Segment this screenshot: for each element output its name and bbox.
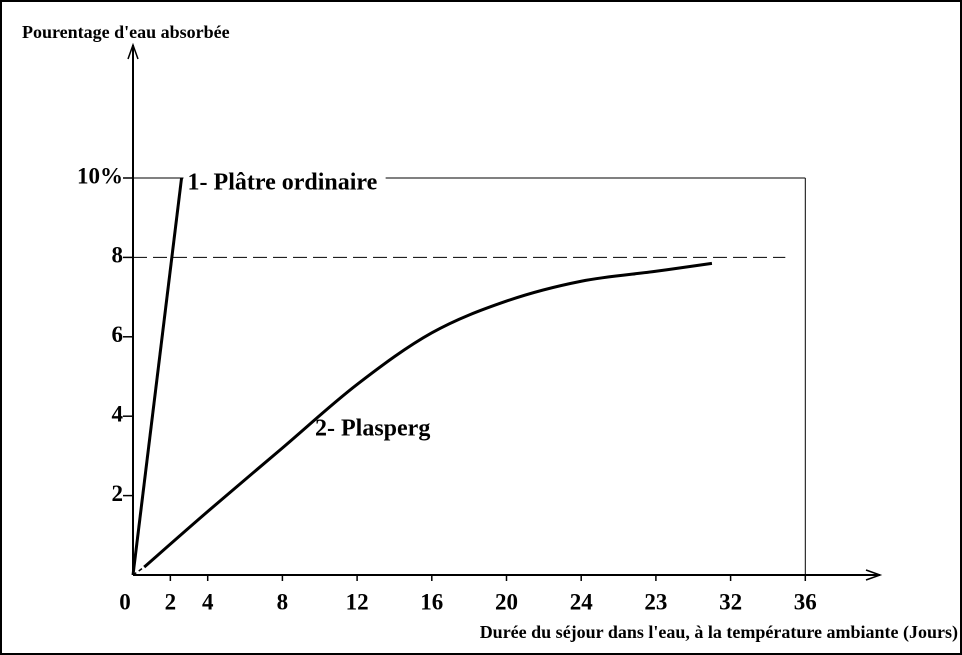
y-tick-label: 10% [77,163,123,188]
label-mask [183,169,386,196]
series-line [143,261,713,569]
x-tick-label: 4 [202,589,214,614]
y-tick-label: 4 [112,401,124,426]
x-tick-label: 23 [644,589,667,614]
origin-label: 0 [119,589,131,614]
x-axis-label: Durée du séjour dans l'eau, à la tempéra… [480,622,958,643]
series-line [131,177,184,576]
x-tick-label: 8 [277,589,289,614]
y-tick-label: 8 [112,243,124,268]
x-tick-label: 16 [420,589,443,614]
x-tick-label: 36 [794,589,817,614]
y-axis-arrow [127,42,139,60]
x-tick-label: 32 [719,589,742,614]
x-tick-label: 20 [495,589,518,614]
x-tick-label: 2 [165,589,177,614]
series-label: 1- Plâtre ordinaire [188,169,378,195]
x-tick-label: 24 [570,589,594,614]
y-tick-label: 2 [112,481,124,506]
series-lead [132,566,145,576]
x-axis-arrow [865,569,883,581]
y-tick-label: 6 [112,322,124,347]
y-axis-label: Pourentage d'eau absorbée [22,22,230,42]
x-tick-label: 12 [346,589,369,614]
series-label: 2- Plasperg [315,416,430,442]
